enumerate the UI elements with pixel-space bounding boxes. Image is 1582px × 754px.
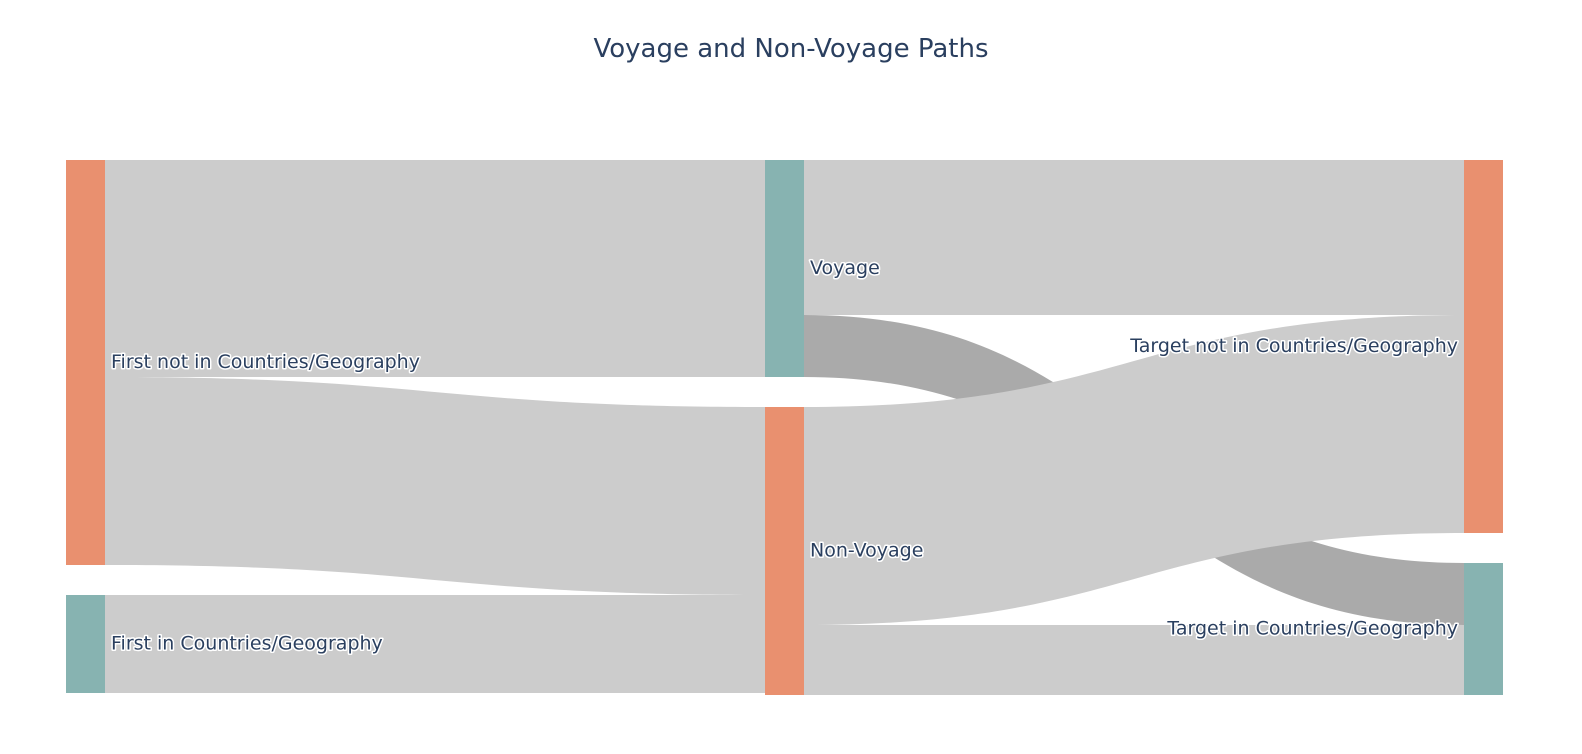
node-label-target_in: Target in Countries/Geography <box>1166 618 1458 640</box>
link-first_not-to-voyage <box>105 160 765 377</box>
link-nonvoyage-to-target_in <box>804 625 1464 695</box>
node-nonvoyage <box>765 407 804 695</box>
node-target_in <box>1464 563 1503 695</box>
link-first_not-to-nonvoyage <box>105 377 765 595</box>
node-label-voyage: Voyage <box>810 257 880 279</box>
link-voyage-to-target_not <box>804 160 1464 315</box>
node-label-first_in: First in Countries/Geography <box>111 633 383 655</box>
node-first_in <box>66 595 105 693</box>
node-voyage <box>765 160 804 377</box>
links-layer <box>105 160 1464 695</box>
chart-title: Voyage and Non-Voyage Paths <box>593 34 989 64</box>
link-first_in-to-nonvoyage <box>105 595 765 693</box>
node-first_not <box>66 160 105 565</box>
labels-layer: First not in Countries/Geography First in… <box>110 256 1460 657</box>
node-label-nonvoyage: Non-Voyage <box>810 540 923 562</box>
node-target_not <box>1464 160 1503 533</box>
nodes-layer <box>66 160 1503 695</box>
link-nonvoyage-to-target_not <box>804 315 1464 625</box>
node-label-first_not: First not in Countries/Geography <box>111 351 420 373</box>
node-label-target_not: Target not in Countries/Geography <box>1129 335 1458 357</box>
